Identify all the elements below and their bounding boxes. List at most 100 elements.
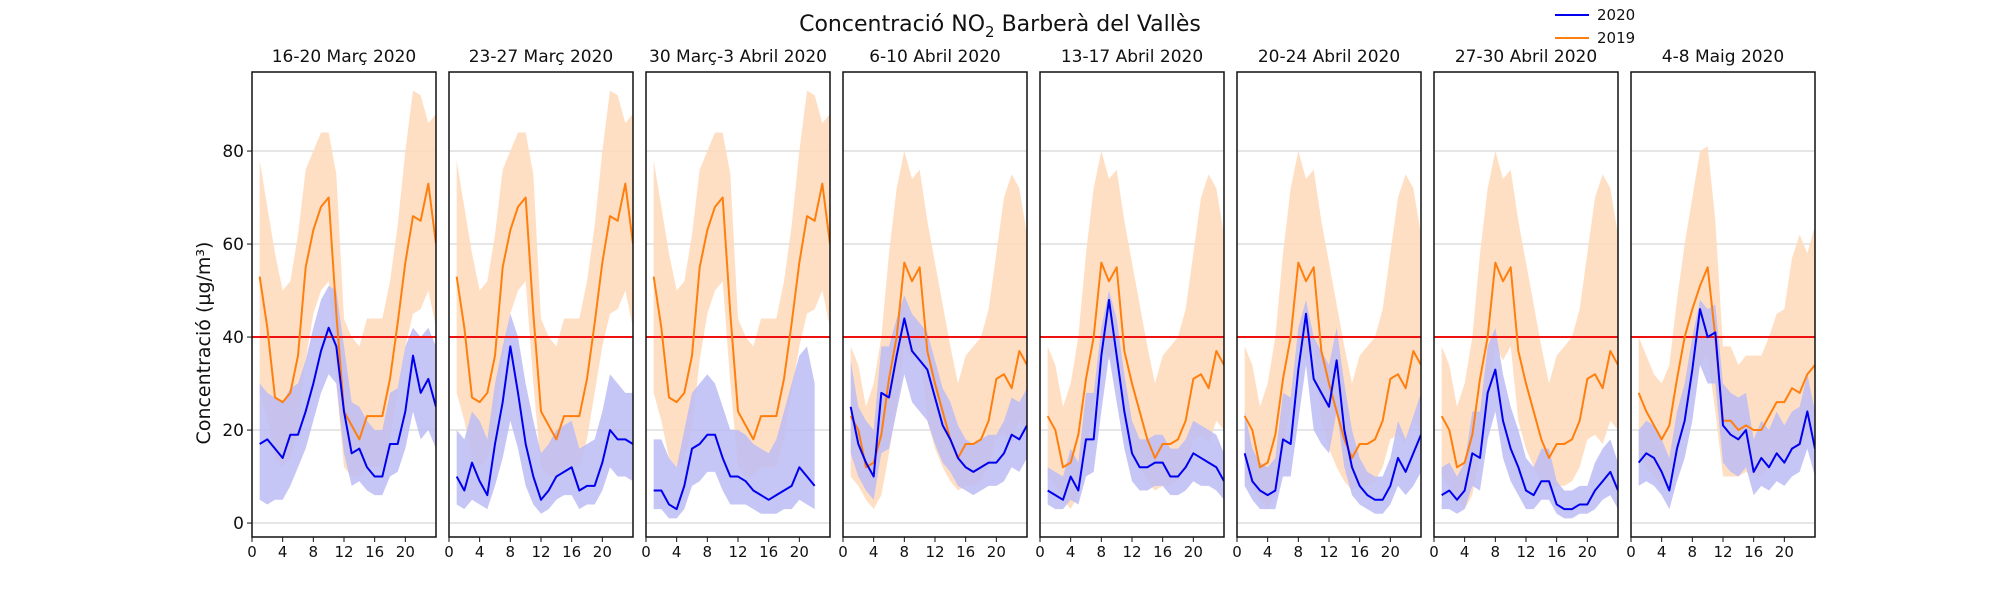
x-tick-label: 4 xyxy=(1066,543,1076,561)
panel-title: 30 Març-3 Abril 2020 xyxy=(649,47,827,67)
line-2020 xyxy=(259,326,436,478)
y-tick-label: 0 xyxy=(233,514,244,534)
panel-3: 0 4 8 12 16 20 30 Març-3 Abril 2020 xyxy=(641,47,831,561)
chart-title: Concentració NO2 Barberà del Vallès xyxy=(799,12,1201,41)
x-tick-label: 16 xyxy=(1153,543,1172,561)
x-tick-label: 16 xyxy=(1744,543,1763,561)
x-tick-label: 16 xyxy=(562,543,581,561)
band-2019 xyxy=(1441,151,1618,510)
line-2019 xyxy=(258,182,436,441)
x-tick-label: 8 xyxy=(1097,543,1107,561)
plot-area xyxy=(843,151,1027,510)
line-2020 xyxy=(653,433,816,511)
x-tick-label: 0 xyxy=(247,543,257,561)
panel-title: 13-17 Abril 2020 xyxy=(1061,47,1203,67)
x-tick-label: 16 xyxy=(759,543,778,561)
panel-title: 27-30 Abril 2020 xyxy=(1455,47,1597,67)
x-tick-label: 20 xyxy=(1578,543,1597,561)
panel-4: 0 4 8 12 16 20 6-10 Abril 2020 xyxy=(838,47,1028,561)
line-2020 xyxy=(1441,368,1618,511)
x-tick-label: 0 xyxy=(444,543,454,561)
x-tick-label: 16 xyxy=(365,543,384,561)
panel-8: 0 4 8 12 16 20 4-8 Maig 2020 xyxy=(1626,47,1816,561)
x-tick-label: 16 xyxy=(1547,543,1566,561)
panel-5: 0 4 8 12 16 20 13-17 Abril 2020 xyxy=(1035,47,1225,561)
line-2019 xyxy=(455,182,633,441)
x-tick-label: 12 xyxy=(1516,543,1535,561)
panel-title: 4-8 Maig 2020 xyxy=(1662,47,1784,67)
band-2020 xyxy=(1638,299,1815,510)
band-2019 xyxy=(456,90,633,477)
band-2020 xyxy=(456,313,633,514)
y-tick-label: 80 xyxy=(222,142,244,162)
x-tick-label: 12 xyxy=(1122,543,1141,561)
x-tick-label: 20 xyxy=(790,543,809,561)
x-tick-label: 12 xyxy=(925,543,944,561)
line-2019 xyxy=(652,182,830,441)
plot-area xyxy=(646,90,830,519)
plot-area xyxy=(1040,151,1224,510)
line-2019 xyxy=(1440,261,1618,469)
band-2020 xyxy=(1441,327,1618,519)
x-tick-label: 20 xyxy=(1775,543,1794,561)
x-tick-label: 12 xyxy=(728,543,747,561)
band-2019 xyxy=(653,90,830,477)
band-2019 xyxy=(850,151,1027,510)
x-tick-label: 12 xyxy=(1319,543,1338,561)
plot-area xyxy=(252,90,436,505)
x-tick-label: 8 xyxy=(1491,543,1501,561)
x-tick-label: 20 xyxy=(593,543,612,561)
x-tick-label: 20 xyxy=(396,543,415,561)
x-tick-label: 8 xyxy=(309,543,319,561)
panel-2: 0 4 8 12 16 20 23-27 Març 2020 xyxy=(444,47,634,561)
x-tick-label: 0 xyxy=(1429,543,1439,561)
x-tick-label: 4 xyxy=(672,543,682,561)
y-tick-label: 20 xyxy=(222,421,244,441)
x-tick-label: 12 xyxy=(334,543,353,561)
x-tick-label: 16 xyxy=(1350,543,1369,561)
x-tick-label: 8 xyxy=(1294,543,1304,561)
band-2019 xyxy=(259,90,436,477)
band-2020 xyxy=(1244,299,1421,514)
band-2019 xyxy=(1244,151,1421,510)
line-2019 xyxy=(1243,261,1421,469)
plot-area xyxy=(1237,151,1421,514)
band-2020 xyxy=(653,346,815,519)
x-tick-label: 8 xyxy=(506,543,516,561)
chart-title-main: Concentració NO xyxy=(799,12,985,37)
panel-1: 0 4 8 12 16 20 0 20 40 60 80 16-20 Març 2020 xyxy=(222,47,437,561)
panel-6: 0 4 8 12 16 20 20-24 Abril 2020 xyxy=(1232,47,1422,561)
x-tick-label: 12 xyxy=(531,543,550,561)
plot-area xyxy=(1631,146,1815,510)
x-tick-label: 12 xyxy=(1713,543,1732,561)
line-2019 xyxy=(1046,261,1224,469)
x-tick-label: 20 xyxy=(1381,543,1400,561)
line-2019 xyxy=(1637,266,1815,441)
x-tick-label: 0 xyxy=(1035,543,1045,561)
band-2020 xyxy=(259,285,436,505)
line-2020 xyxy=(1047,298,1224,501)
x-tick-label: 20 xyxy=(1184,543,1203,561)
chart-title-subscript: 2 xyxy=(985,23,995,41)
x-tick-label: 4 xyxy=(1657,543,1667,561)
x-tick-label: 0 xyxy=(838,543,848,561)
chart-title-rest: Barberà del Vallès xyxy=(995,12,1201,37)
x-tick-label: 8 xyxy=(1688,543,1698,561)
x-tick-label: 16 xyxy=(956,543,975,561)
panel-title: 6-10 Abril 2020 xyxy=(869,47,1001,67)
x-tick-label: 0 xyxy=(1626,543,1636,561)
band-2020 xyxy=(1047,290,1224,510)
x-tick-label: 4 xyxy=(1460,543,1470,561)
x-tick-label: 8 xyxy=(703,543,713,561)
line-2020 xyxy=(455,345,633,501)
panel-title: 23-27 Març 2020 xyxy=(469,47,614,67)
plot-area xyxy=(449,90,633,514)
x-tick-label: 4 xyxy=(475,543,485,561)
band-2019 xyxy=(1047,151,1224,510)
line-2020 xyxy=(1637,308,1815,492)
x-tick-label: 4 xyxy=(869,543,879,561)
line-2020 xyxy=(1243,312,1421,501)
x-tick-label: 4 xyxy=(1263,543,1273,561)
